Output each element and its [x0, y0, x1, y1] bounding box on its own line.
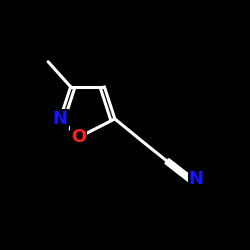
Text: O: O [71, 128, 86, 146]
Text: N: N [188, 170, 204, 188]
Text: N: N [53, 110, 68, 128]
